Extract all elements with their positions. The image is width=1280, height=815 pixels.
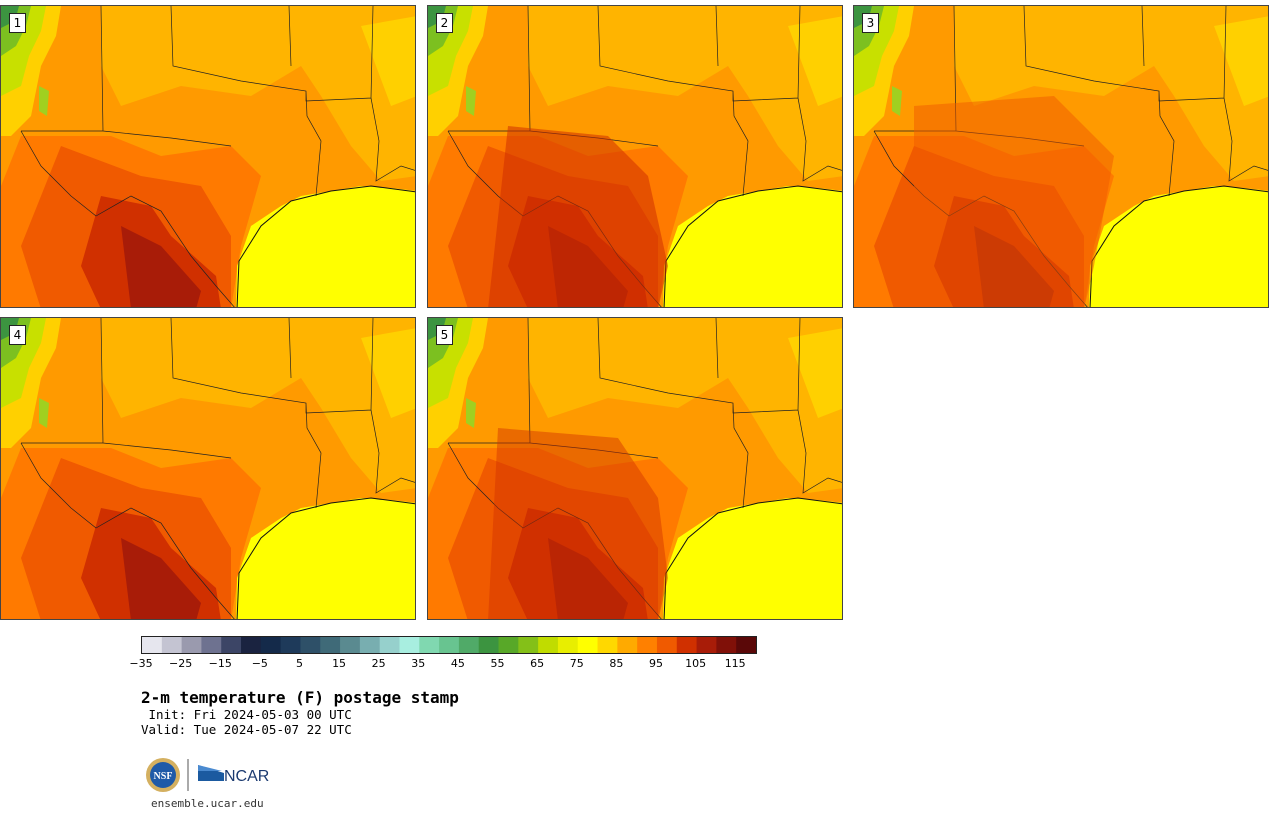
colorbar: [141, 636, 757, 654]
colorbar-swatch: [676, 637, 698, 653]
colorbar-swatch: [439, 637, 460, 653]
colorbar-tick-label: 35: [411, 657, 426, 670]
colorbar-swatch: [280, 637, 301, 653]
nsf-logo-text: NSF: [154, 771, 173, 782]
stamp-panel-3: 3: [853, 5, 1269, 308]
colorbar-swatch: [300, 637, 321, 653]
temperature-map: [428, 6, 842, 307]
colorbar-swatch: [557, 637, 579, 653]
temperature-map: [428, 318, 842, 619]
colorbar-tick-label: 75: [569, 657, 584, 670]
site-url: ensemble.ucar.edu: [151, 797, 264, 810]
map-title: 2-m temperature (F) postage stamp: [141, 688, 459, 707]
colorbar-swatch: [518, 637, 539, 653]
colorbar-swatch: [419, 637, 440, 653]
stamp-number: 2: [436, 13, 453, 33]
stamp-panel-4: 4: [0, 317, 416, 620]
stamp-number: 5: [436, 325, 453, 345]
colorbar-tick-label: 5: [295, 657, 303, 670]
colorbar-swatch: [340, 637, 361, 653]
temperature-map: [1, 6, 415, 307]
colorbar-labels: −35 −25 −15 −5 5 15 25 35 45 55 65 75 85 95 105 115: [129, 657, 781, 673]
colorbar-tick-label: 115: [724, 657, 746, 670]
temperature-map: [854, 6, 1268, 307]
colorbar-swatch: [716, 637, 737, 653]
colorbar-tick-label: 45: [450, 657, 465, 670]
colorbar-swatch: [181, 637, 202, 653]
colorbar-swatch: [696, 637, 717, 653]
colorbar-swatch: [399, 637, 420, 653]
colorbar-swatch: [637, 637, 658, 653]
colorbar-swatch: [201, 637, 222, 653]
colorbar-tick-label: −35: [129, 657, 153, 670]
stamp-panel-2: 2: [427, 5, 843, 308]
ncar-logo-text: NCAR: [224, 768, 269, 785]
colorbar-tick-label: 15: [332, 657, 347, 670]
colorbar-tick-label: 105: [685, 657, 707, 670]
colorbar-tick-label: 25: [371, 657, 386, 670]
colorbar-swatch: [221, 637, 242, 653]
colorbar-swatch: [320, 637, 341, 653]
colorbar-swatch: [617, 637, 638, 653]
colorbar-tick-label: 55: [490, 657, 505, 670]
colorbar-swatch: [656, 637, 678, 653]
colorbar-swatch: [577, 637, 599, 653]
stamp-number: 1: [9, 13, 26, 33]
colorbar-tick-label: −15: [208, 657, 232, 670]
stamp-panel-1: 1: [0, 5, 416, 308]
colorbar-swatch: [597, 637, 618, 653]
nsf-ncar-logo: NSF NCAR: [146, 758, 269, 792]
colorbar-swatch: [498, 637, 519, 653]
stamp-number: 3: [862, 13, 879, 33]
temperature-map: [1, 318, 415, 619]
colorbar-swatch: [142, 637, 163, 653]
valid-time: Valid: Tue 2024-05-07 22 UTC: [141, 722, 352, 737]
colorbar-swatch: [736, 637, 757, 653]
colorbar-swatch: [538, 637, 559, 653]
colorbar-tick-label: 65: [530, 657, 545, 670]
colorbar-tick-label: −25: [169, 657, 193, 670]
colorbar-swatch: [379, 637, 400, 653]
colorbar-swatch: [241, 637, 262, 653]
colorbar-swatch: [458, 637, 480, 653]
colorbar-tick-label: 85: [609, 657, 624, 670]
logos: NSF NCAR: [144, 757, 284, 797]
colorbar-swatch: [359, 637, 381, 653]
init-time: Init: Fri 2024-05-03 00 UTC: [141, 707, 352, 722]
colorbar-swatch: [478, 637, 500, 653]
colorbar-swatch: [161, 637, 183, 653]
colorbar-tick-label: 95: [648, 657, 663, 670]
colorbar-swatch: [260, 637, 282, 653]
colorbar-tick-label: −5: [251, 657, 268, 670]
stamp-panel-5: 5: [427, 317, 843, 620]
stamp-number: 4: [9, 325, 26, 345]
